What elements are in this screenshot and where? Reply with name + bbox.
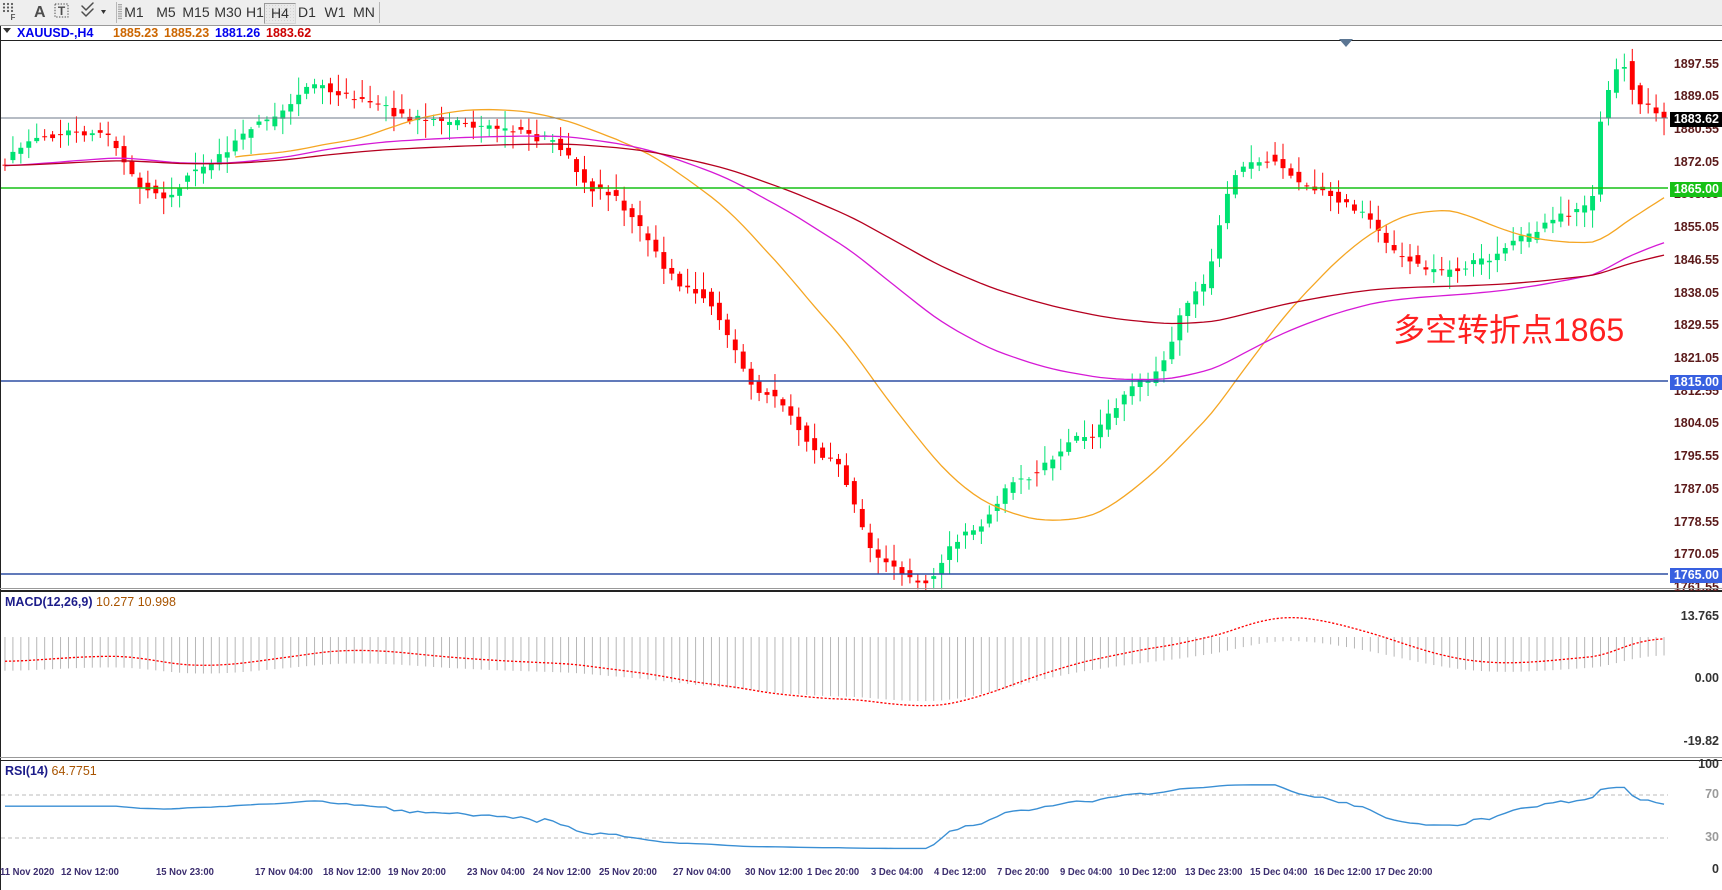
svg-text:多空转折点1865: 多空转折点1865	[1393, 312, 1624, 348]
svg-text:A: A	[34, 4, 46, 21]
svg-text:F: F	[11, 13, 16, 22]
svg-text:T: T	[58, 4, 66, 18]
